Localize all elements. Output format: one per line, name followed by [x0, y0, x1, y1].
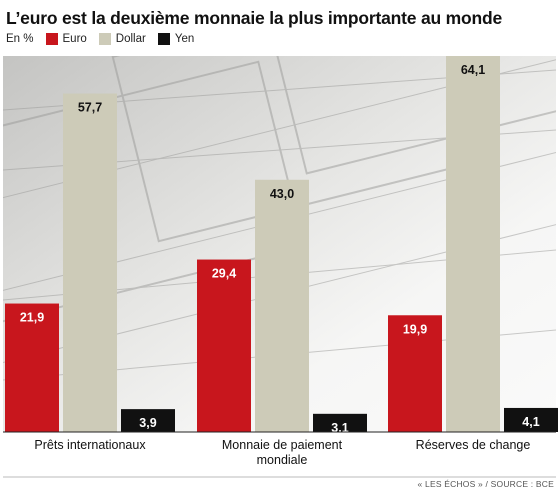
legend-item-dollar: Dollar — [98, 33, 146, 45]
bar-label-euro-1: 29,4 — [212, 267, 236, 281]
legend-swatch-yen — [157, 33, 170, 45]
bar-dollar-0 — [63, 93, 117, 432]
legend-label-yen: Yen — [174, 33, 195, 45]
bar-yen-2 — [504, 407, 558, 432]
bar-yen-0 — [121, 409, 175, 432]
chart-title: L’euro est la deuxième monnaie la plus i… — [6, 8, 503, 28]
legend-item-euro: Euro — [45, 33, 87, 45]
category-label-2: Réserves de change — [416, 438, 531, 452]
legend-swatch-dollar — [98, 33, 111, 45]
bar-yen-1 — [313, 413, 367, 432]
bar-label-yen-1: 3,1 — [331, 421, 348, 435]
category-label-1-line-1: mondiale — [257, 453, 308, 467]
bar-label-euro-0: 21,9 — [20, 311, 44, 325]
category-labels: Prêts internationaux Monnaie de paiementm… — [34, 438, 530, 467]
bar-label-dollar-2: 64,1 — [461, 63, 485, 77]
bar-euro-1 — [197, 259, 251, 432]
bar-label-dollar-0: 57,7 — [78, 101, 102, 115]
bar-label-euro-2: 19,9 — [403, 322, 427, 336]
bars — [5, 56, 558, 432]
bar-labels: 21,9 57,7 3,9 29,4 43,0 3,1 19,9 64,1 4,1 — [20, 63, 540, 435]
legend-label-dollar: Dollar — [115, 33, 146, 45]
legend-swatch-euro — [45, 33, 58, 45]
bar-euro-0 — [5, 303, 59, 432]
bar-label-yen-2: 4,1 — [522, 415, 539, 429]
bar-label-yen-0: 3,9 — [139, 416, 156, 430]
bar-euro-2 — [388, 315, 442, 432]
legend: En % Euro Dollar Yen — [6, 33, 206, 45]
unit-label: En % — [6, 33, 34, 45]
legend-label-euro: Euro — [62, 33, 87, 45]
category-label-0: Prêts internationaux — [34, 438, 146, 452]
legend-item-yen: Yen — [157, 33, 195, 45]
bar-dollar-2 — [446, 56, 500, 432]
bar-label-dollar-1: 43,0 — [270, 187, 294, 201]
source-credit: « LES ÉCHOS » / SOURCE : BCE — [417, 479, 554, 489]
category-label-1-line-0: Monnaie de paiement — [222, 438, 343, 452]
bar-dollar-1 — [255, 179, 309, 432]
